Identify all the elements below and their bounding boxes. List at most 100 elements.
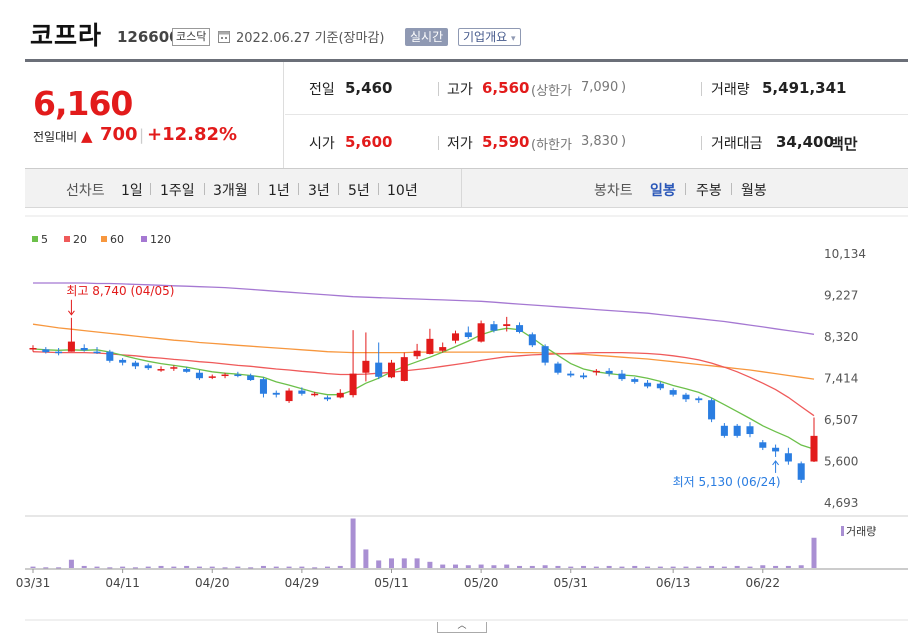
high-label: 고가 [447,82,473,98]
period-1w[interactable]: 1주일 [160,183,195,199]
candle-chart-label: 봉차트 [594,183,633,199]
volume-bar [235,566,241,568]
volume-bar [158,565,164,568]
volume-bar [747,566,753,568]
volume-bar [312,567,318,569]
volume-bar [107,567,113,569]
x-tick-label: 05/31 [553,576,588,590]
period-bar-divider [461,169,462,207]
upper-limit-label: (상한가 [531,84,572,99]
candle-body [477,323,485,342]
candle-body [80,347,88,351]
period-10y[interactable]: 10년 [387,183,418,199]
up-arrow-icon: ▲ [81,127,93,145]
candle-body [490,324,498,331]
candle-body [580,375,588,378]
upper-limit-close: ) [621,80,627,95]
period-3y[interactable]: 3년 [308,183,330,199]
volume-bar [517,565,523,568]
company-overview-button[interactable]: 기업개요 ▾ [458,28,521,46]
volume-bar [760,565,766,568]
calendar-icon [218,31,230,43]
period-5y[interactable]: 5년 [348,183,370,199]
legend-swatch [141,236,147,242]
candle-body [208,376,216,378]
candles [29,316,818,484]
candle-body [784,453,792,462]
volume-bar [555,565,561,568]
moving-averages [32,282,815,450]
trade-value-label: 거래대금 [711,136,763,152]
chevron-down-icon: ▾ [511,34,516,44]
ma20-line [32,351,815,417]
collapse-chart-button[interactable]: ︿ [437,622,487,633]
volume-bar [465,565,471,568]
prev-close-label: 전일 [309,82,335,98]
volume-bar [427,561,433,568]
period-1d[interactable]: 1일 [121,183,143,199]
candle-body [541,346,549,363]
candle-body [528,334,536,346]
volume-bar [581,565,587,568]
volume-bar [401,558,407,568]
volume-bar [56,567,62,569]
change-separator: | [139,126,145,144]
period-separator [378,183,379,195]
volume-bar [529,565,535,568]
stock-name: 코프라 [30,21,103,50]
volume-bar [388,558,394,568]
y-tick-label: 7,414 [824,371,858,385]
chart-legend: 5 20 60 120 [32,233,171,246]
candle-body [195,372,203,379]
ma60-line [32,323,815,380]
legend-swatch [64,236,70,242]
candle-body [682,394,690,400]
candle-body [631,379,639,382]
candle-body [413,350,421,357]
volume-bar [657,566,663,568]
period-3m[interactable]: 3개월 [213,183,248,199]
x-tick-label: 04/11 [105,576,140,590]
period-1y[interactable]: 1년 [268,183,290,199]
volume-bar [209,566,215,568]
candle-body [336,392,344,398]
candle-body [451,333,460,341]
candle-body [183,369,191,372]
candle-body [157,369,165,371]
volume-bar [286,566,292,568]
volume-bar [734,565,740,568]
x-tick-label: 05/11 [374,576,409,590]
volume-bar [248,567,254,569]
candle-body [67,341,75,352]
candle-body [285,390,293,402]
candle-body [644,382,652,387]
candle-daily-tab[interactable]: 일봉 [650,183,676,199]
ma120-line [33,282,815,335]
quote-row-separator [285,114,908,115]
y-tick-label: 6,507 [824,413,858,427]
volume-bar [337,565,343,568]
candle-weekly-tab[interactable]: 주봉 [696,183,722,199]
x-tick-label: 06/22 [745,576,780,590]
current-price: 6,160 [33,84,133,123]
candle-body [400,357,408,381]
volume-bar [350,518,356,568]
legend-swatch [101,236,107,242]
lower-limit-label: (하한가 [531,138,572,153]
candle-monthly-tab[interactable]: 월봉 [741,183,767,199]
candle-body [605,370,613,374]
candle-body [503,324,511,327]
legend-label: 60 [110,233,124,246]
candle-body [618,373,626,380]
volume-bar [593,566,599,568]
price-change-percent: +12.82% [147,124,238,145]
volume-bar [709,565,715,568]
volume-bar [811,537,817,568]
lower-limit-value: 3,830 [581,134,619,149]
candle-body [106,351,114,361]
y-tick-label: 8,320 [824,330,858,344]
realtime-button[interactable]: 실시간 [405,28,449,46]
stock-chart[interactable]: 거래량 10,134 9,227 8,320 7,414 6,507 5,600 4,693… [0,208,908,622]
x-tick-label: 03/31 [16,576,51,590]
quote-separator [701,82,702,96]
